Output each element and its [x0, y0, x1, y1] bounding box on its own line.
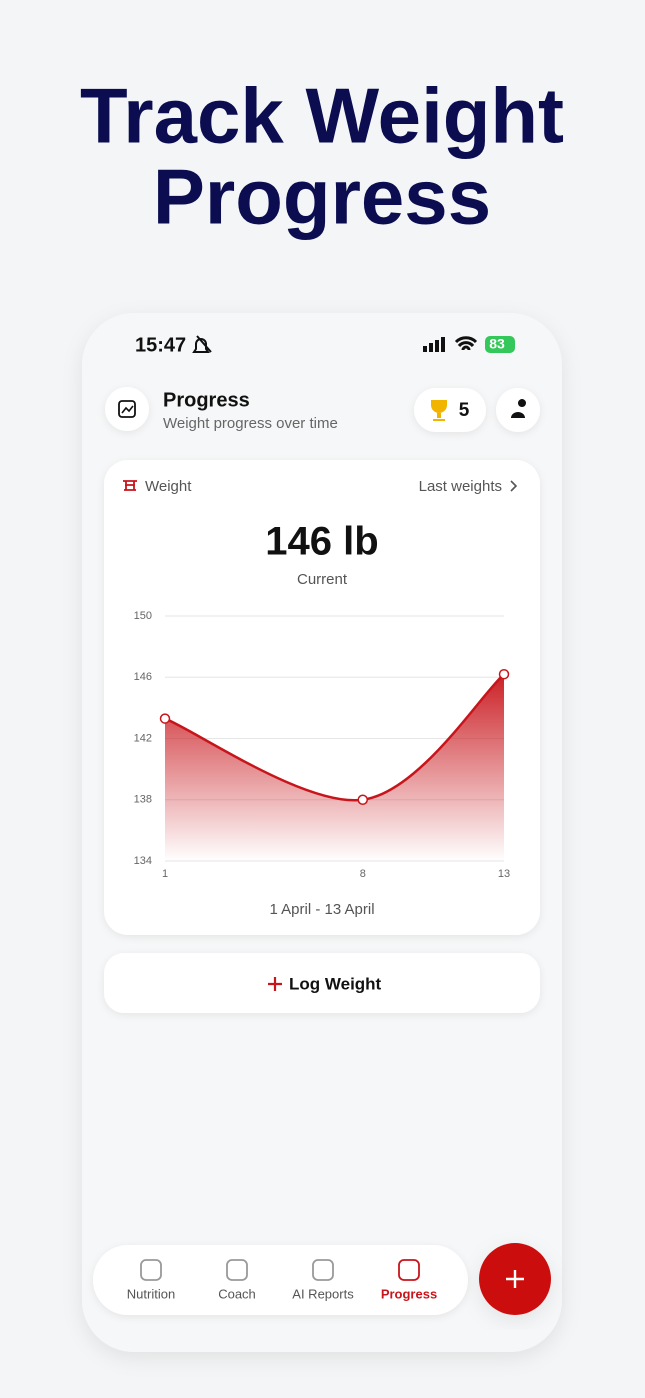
add-icon — [506, 1270, 524, 1288]
trophy-count: 5 — [459, 400, 470, 421]
y-tick-label: 142 — [134, 732, 152, 744]
x-tick-label: 13 — [498, 868, 510, 880]
tab-label[interactable]: AI Reports — [292, 1286, 354, 1301]
point — [159, 713, 171, 724]
tab-label[interactable]: Nutrition — [127, 1286, 175, 1301]
trophy-pill[interactable] — [414, 388, 486, 432]
signal-icon — [423, 337, 445, 352]
profile-icon — [511, 399, 526, 418]
weight-chart: 134 138 142 146 150 1 8 13 — [134, 610, 510, 880]
tab-icon[interactable] — [398, 1259, 420, 1281]
tab-label[interactable]: Progress — [381, 1286, 437, 1301]
x-tick-label: 8 — [360, 868, 366, 880]
scale-icon — [123, 480, 137, 491]
nav-bar — [93, 1245, 468, 1315]
date-range: 1 April - 13 April — [269, 901, 374, 918]
point — [498, 668, 510, 680]
battery — [485, 336, 515, 353]
battery-level: 83 — [489, 336, 505, 352]
header-subtitle: Weight progress over time — [163, 415, 338, 432]
tab-icon[interactable] — [226, 1259, 248, 1281]
headline: Progress — [153, 153, 491, 241]
chevron — [510, 480, 518, 492]
last-weights-link[interactable]: Last weights — [419, 478, 502, 495]
mute-icon — [192, 335, 212, 353]
log-weight-button[interactable] — [104, 953, 540, 1013]
x-tick-label: 1 — [162, 868, 168, 880]
plus-icon — [268, 977, 282, 991]
status-time: 15:47 — [135, 334, 186, 356]
tab-label[interactable]: Coach — [218, 1286, 256, 1301]
current-caption: Current — [297, 571, 348, 588]
tab-icon[interactable] — [312, 1259, 334, 1281]
y-tick-label: 134 — [134, 855, 152, 867]
chart-icon-line — [121, 405, 134, 414]
log-weight-label: Log Weight — [289, 974, 382, 993]
chart-icon — [118, 400, 136, 418]
card-label: Weight — [145, 478, 192, 495]
y-tick-label: 138 — [134, 794, 152, 806]
y-tick-label: 146 — [134, 671, 152, 683]
wifi-icon — [454, 336, 478, 351]
tab-icon[interactable] — [140, 1259, 162, 1281]
point — [357, 794, 368, 805]
trophy-icon — [431, 400, 447, 421]
y-tick-label: 150 — [134, 610, 152, 622]
area — [165, 674, 504, 861]
header-title: Progress — [163, 389, 250, 411]
profile-button[interactable] — [496, 388, 540, 432]
headline: Track Weight — [80, 72, 564, 160]
current-weight: 146 lb — [265, 520, 378, 564]
